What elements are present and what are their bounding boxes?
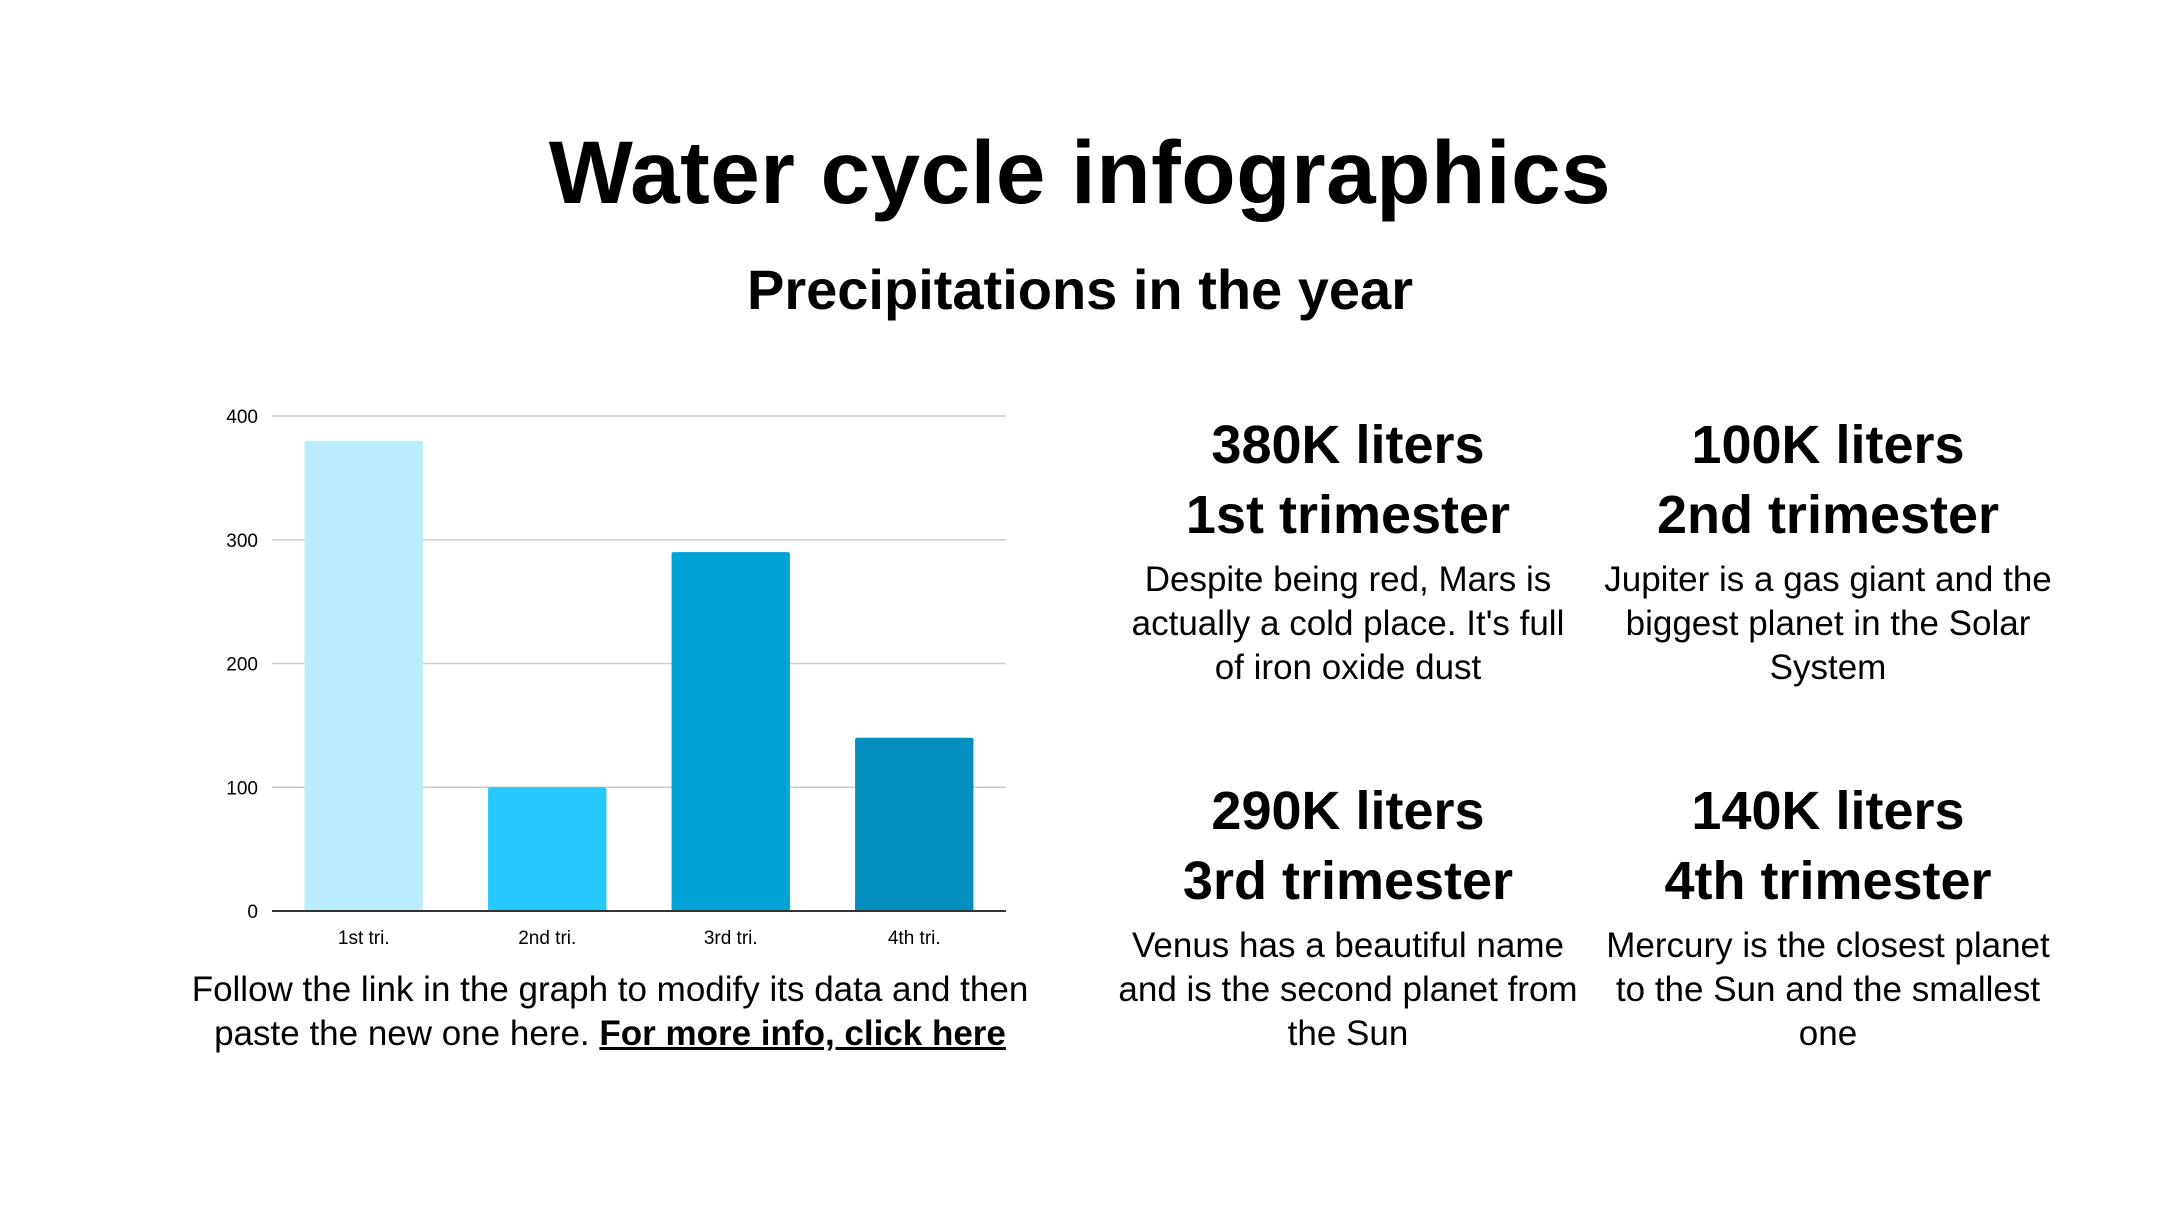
chart-y-tick-labels: 0 100 200 300 400: [226, 407, 258, 923]
bar-2[interactable]: [488, 787, 607, 911]
x-tick-label: 3rd tri.: [704, 928, 758, 949]
chart-caption: Follow the link in the graph to modify i…: [150, 968, 1070, 1056]
x-tick-label: 2nd tri.: [518, 928, 576, 949]
y-tick-label: 300: [226, 531, 258, 552]
y-tick-label: 0: [247, 902, 258, 923]
more-info-link[interactable]: For more info, click here: [599, 1014, 1006, 1053]
stat-block-1st-trimester: 380K liters 1st trimester Despite being …: [1118, 410, 1578, 690]
bar-1[interactable]: [304, 440, 423, 911]
stat-description: Jupiter is a gas giant and the biggest p…: [1604, 560, 2052, 687]
x-tick-label: 1st tri.: [338, 928, 390, 949]
stat-block-4th-trimester: 140K liters 4th trimester Mercury is the…: [1598, 776, 2058, 1056]
chart-bars: [304, 440, 974, 911]
caption-text: Follow the link in the graph to modify i…: [191, 970, 1029, 1053]
stat-period: 3rd trimester: [1182, 851, 1514, 911]
bar-3[interactable]: [671, 552, 790, 911]
x-tick-label: 4th tri.: [888, 928, 941, 949]
stat-amount: 100K liters: [1691, 415, 1965, 475]
bar-4[interactable]: [855, 737, 974, 911]
page-subtitle: Precipitations in the year: [747, 258, 1413, 321]
stat-description: Venus has a beautiful name and is the se…: [1118, 926, 1578, 1053]
stat-amount: 140K liters: [1691, 781, 1965, 841]
y-tick-label: 400: [226, 407, 258, 428]
stat-period: 1st trimester: [1185, 485, 1511, 545]
stat-period: 4th trimester: [1664, 851, 1992, 911]
page-title: Water cycle infographics: [548, 122, 1612, 222]
stat-block-2nd-trimester: 100K liters 2nd trimester Jupiter is a g…: [1598, 410, 2058, 690]
stat-block-3rd-trimester: 290K liters 3rd trimester Venus has a be…: [1118, 776, 1578, 1056]
chart-x-tick-labels: 1st tri. 2nd tri. 3rd tri. 4th tri.: [338, 928, 941, 949]
stat-amount: 290K liters: [1211, 781, 1485, 841]
y-tick-label: 100: [226, 778, 258, 799]
stat-description: Despite being red, Mars is actually a co…: [1131, 560, 1565, 687]
stat-description: Mercury is the closest planet to the Sun…: [1606, 926, 2050, 1053]
stat-amount: 380K liters: [1211, 415, 1485, 475]
stat-period: 2nd trimester: [1656, 485, 2000, 545]
y-tick-label: 200: [226, 655, 258, 676]
